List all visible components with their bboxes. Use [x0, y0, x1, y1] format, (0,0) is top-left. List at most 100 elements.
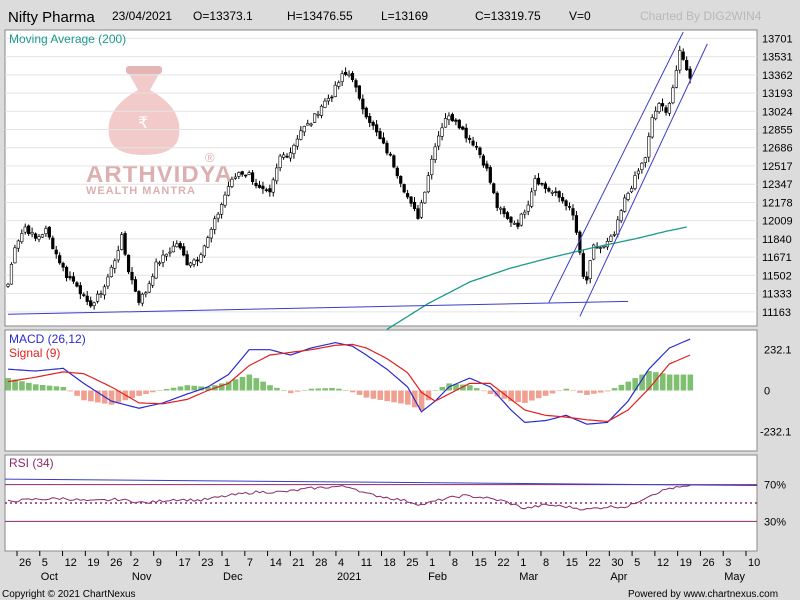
close-readout: C=13319.75 [475, 9, 541, 23]
candle-body [154, 261, 158, 279]
candle-body [257, 184, 262, 188]
signal-line [7, 343, 691, 423]
candle-body [588, 260, 592, 279]
macd-histogram-bar [584, 390, 590, 395]
candle-body [175, 243, 179, 248]
candle-body [561, 197, 565, 202]
candle-body [254, 182, 258, 187]
candle-body [416, 208, 420, 219]
x-day-label: 26 [19, 557, 31, 569]
candle-body [364, 107, 368, 118]
candle-body [392, 155, 396, 168]
macd-histogram-bar [301, 390, 308, 391]
macd-histogram-bar [156, 390, 163, 391]
candle-body [592, 244, 596, 260]
candle-body [660, 103, 665, 107]
macd-histogram-bar [377, 390, 384, 400]
candle-body [667, 103, 672, 114]
macd-histogram-bar [46, 385, 53, 391]
macd-histogram-bar [542, 390, 549, 396]
candle-body [554, 191, 558, 193]
macd-tick-label: 0 [764, 386, 770, 398]
price-tick-label: 12517 [762, 161, 793, 173]
x-day-label: 30 [611, 557, 623, 569]
price-tick-label: 12178 [762, 197, 793, 209]
candle-body [16, 240, 20, 249]
candle-body [619, 210, 623, 222]
candle-body [113, 260, 117, 269]
x-month-label: Dec [223, 571, 243, 583]
candle-body [354, 80, 358, 88]
macd-histogram-bar [246, 374, 253, 391]
candle-body [481, 155, 486, 166]
candle-body [133, 279, 138, 292]
candle-body [643, 157, 647, 163]
candle-body [302, 126, 306, 133]
candle-body [347, 73, 351, 76]
candle-body [182, 246, 186, 256]
candle-body [530, 191, 534, 207]
candle-body [371, 122, 375, 126]
candle-body [664, 107, 668, 113]
candle-body [240, 171, 244, 175]
macd-histogram-bar [508, 390, 514, 402]
macd-histogram-bar [232, 379, 239, 391]
macd-histogram-bar [32, 384, 39, 391]
macd-histogram-bar [5, 378, 11, 391]
candle-body [99, 293, 103, 295]
macd-histogram-bar [611, 388, 618, 391]
candle-body [23, 226, 27, 233]
macd-histogram-bar [639, 374, 645, 391]
candle-body [585, 276, 589, 281]
x-day-label: 19 [87, 557, 99, 569]
price-tick-label: 13024 [762, 106, 793, 118]
candle-body [168, 251, 172, 254]
x-day-label: 22 [497, 557, 509, 569]
x-day-label: 21 [292, 557, 304, 569]
candle-body [250, 172, 255, 182]
candle-body [375, 124, 379, 133]
macd-histogram-bar [308, 388, 315, 391]
candle-body [71, 276, 76, 282]
candle-body [75, 282, 79, 287]
candle-body [357, 85, 361, 99]
macd-histogram-bar [322, 388, 328, 391]
x-day-label: 1 [429, 557, 435, 569]
price-tick-label: 11502 [762, 270, 792, 282]
candle-body [623, 197, 627, 212]
price-series [6, 31, 708, 330]
rupee-symbol: ₹ [138, 115, 148, 132]
candle-body [292, 145, 296, 154]
candle-body [326, 98, 330, 102]
candle-body [523, 211, 527, 215]
macd-histogram-bar [659, 373, 666, 391]
candle-body [419, 202, 424, 218]
candle-body [309, 123, 313, 126]
x-day-label: 18 [384, 557, 396, 569]
macd-histogram-bar [625, 381, 632, 391]
candle-body [219, 204, 224, 215]
candle-body [564, 200, 568, 207]
x-day-label: 8 [452, 557, 458, 569]
candle-body [109, 266, 113, 277]
x-month-label: 2021 [337, 571, 361, 583]
candle-body [399, 176, 403, 184]
macd-histogram-bar [391, 390, 397, 403]
macd-histogram-bar [653, 372, 659, 391]
candle-body [147, 283, 151, 293]
x-month-label: Oct [41, 571, 58, 583]
candle-body [244, 174, 248, 177]
x-day-label: 12 [65, 557, 77, 569]
candle-body [468, 137, 472, 140]
x-day-label: 4 [338, 557, 344, 569]
candle-body [443, 118, 448, 128]
macd-histogram-bar [177, 386, 184, 391]
x-day-label: 15 [475, 557, 487, 569]
macd-histogram-bar [136, 390, 142, 396]
rsi-axis: 70% 30% [764, 480, 786, 529]
candle-body [171, 245, 175, 253]
candle-body [385, 142, 389, 154]
x-day-label: 25 [406, 557, 418, 569]
price-grid [5, 37, 757, 313]
candle-body [412, 201, 417, 209]
